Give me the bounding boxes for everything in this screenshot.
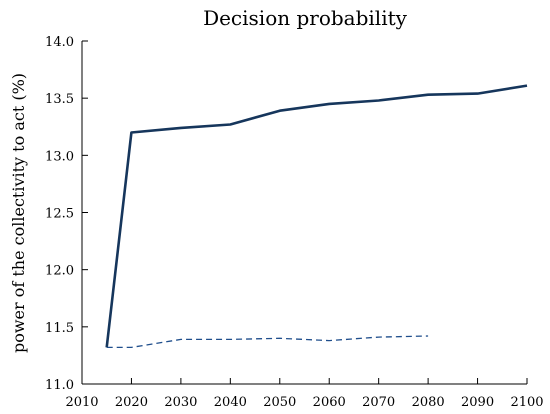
series-line-dashed	[106, 335, 429, 349]
x-tick-label: 2080	[412, 395, 445, 410]
x-tick-label: 2070	[362, 395, 395, 410]
series-layer	[105, 84, 528, 349]
y-tick-label: 13.0	[45, 149, 74, 164]
chart-title: Decision probability	[203, 6, 408, 30]
x-tick-label: 2040	[214, 395, 247, 410]
x-tick-label: 2050	[263, 395, 296, 410]
y-axis-label: power of the collectivity to act (%)	[9, 73, 28, 353]
series-line-solid	[105, 84, 528, 348]
axes	[81, 41, 527, 385]
x-ticks: 2010 2020 2030 2040 2050 2060 2070 2080 2090 2100	[65, 378, 544, 410]
x-tick-label: 2030	[164, 395, 197, 410]
x-tick-label: 2100	[510, 395, 543, 410]
y-tick-label: 12.0	[45, 264, 74, 279]
x-tick-label: 2090	[461, 395, 494, 410]
y-tick-label: 11.0	[45, 378, 74, 393]
y-tick-label: 12.5	[45, 207, 74, 222]
y-tick-label: 14.0	[45, 35, 74, 50]
y-ticks: 11.0 11.5 12.0 12.5 13.0 13.5 14.0	[45, 35, 88, 393]
x-tick-label: 2060	[313, 395, 346, 410]
y-tick-label: 11.5	[45, 321, 74, 336]
x-tick-label: 2020	[115, 395, 148, 410]
y-tick-label: 13.5	[45, 92, 74, 107]
x-tick-label: 2010	[65, 395, 98, 410]
